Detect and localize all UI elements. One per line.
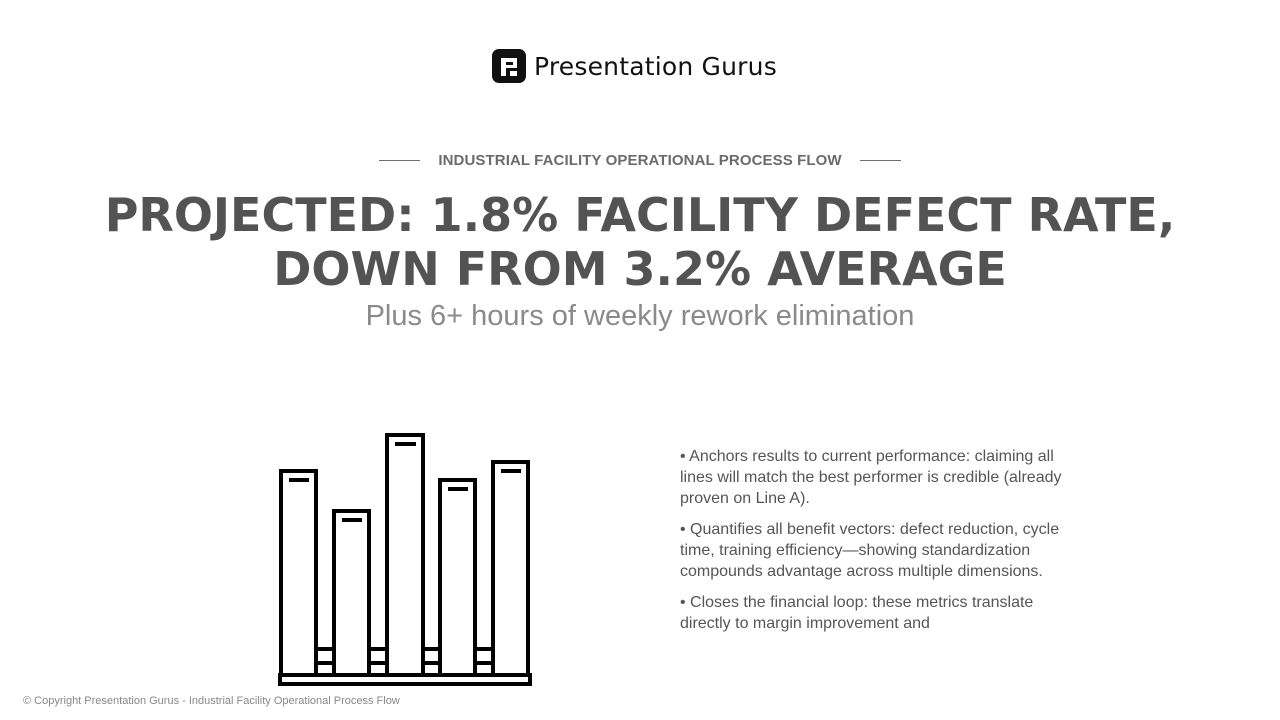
- eyebrow-rule-right: [859, 160, 901, 161]
- eyebrow-rule-left: [379, 160, 421, 161]
- eyebrow: INDUSTRIAL FACILITY OPERATIONAL PROCESS …: [0, 152, 1280, 169]
- eyebrow-text: INDUSTRIAL FACILITY OPERATIONAL PROCESS …: [438, 152, 842, 169]
- bullet-item: • Anchors results to current performance…: [680, 448, 1062, 507]
- brand-name: Presentation Gurus: [534, 51, 777, 81]
- bar-chart-icon: [278, 433, 532, 686]
- footer-copyright: © Copyright Presentation Gurus - Industr…: [23, 695, 400, 707]
- slide-headline: PROJECTED: 1.8% FACILITY DEFECT RATE, DO…: [104, 188, 1176, 296]
- presentation-gurus-logo-icon: [492, 49, 526, 83]
- slide-subhead: Plus 6+ hours of weekly rework eliminati…: [365, 300, 915, 332]
- bullet-list: • Anchors results to current performance…: [680, 446, 1080, 644]
- brand-logo: Presentation Gurus: [492, 48, 777, 84]
- bullet-item: • Quantifies all benefit vectors: defect…: [680, 521, 1060, 580]
- bullet-item: • Closes the financial loop: these metri…: [680, 594, 1034, 632]
